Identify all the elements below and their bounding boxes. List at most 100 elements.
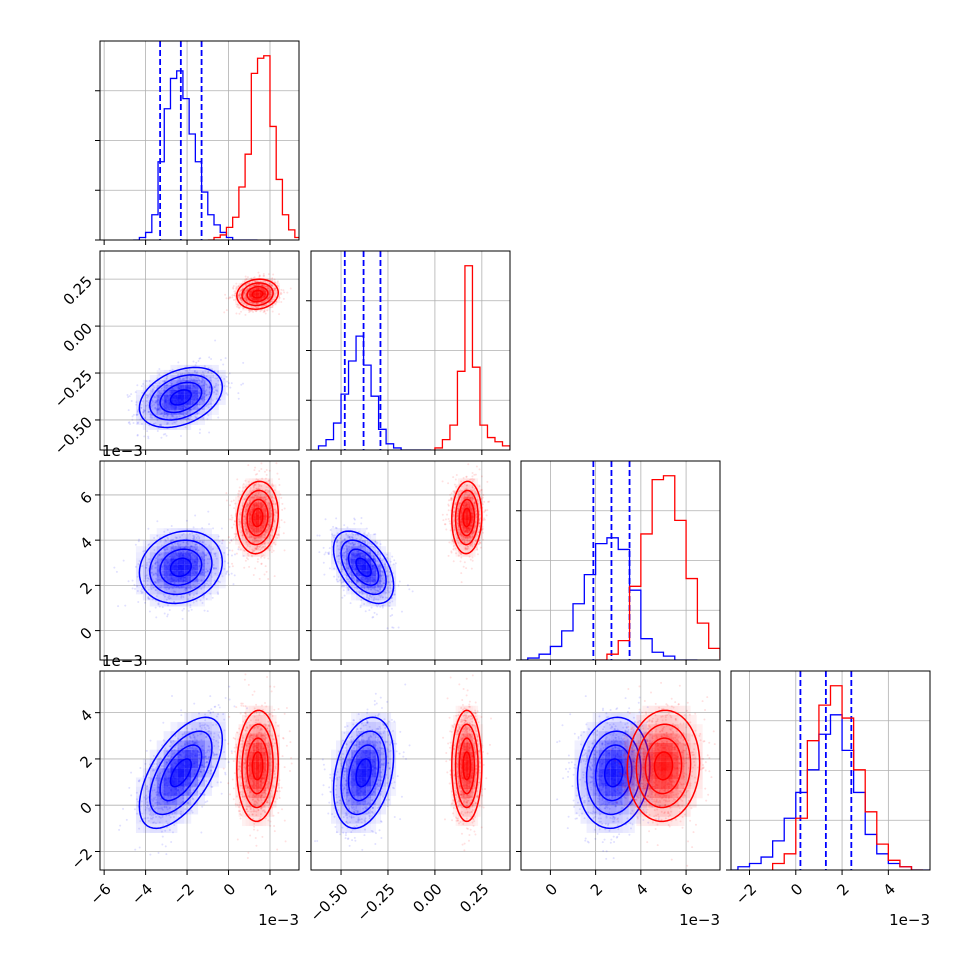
- x-tick-label: 6: [677, 880, 696, 899]
- joint-panel-1-0: −0.50−0.25 0.00 0.25: [51, 250, 300, 458]
- contour-blue-posterior: [159, 548, 203, 587]
- contour-blue-posterior: [159, 381, 203, 414]
- histogram-blue-posterior: [133, 70, 258, 240]
- x-tick-label: −0.25: [353, 880, 398, 925]
- contour-blue-posterior: [576, 716, 651, 830]
- contour-red-posterior: [251, 507, 264, 528]
- marginal-panel-0: [95, 40, 300, 245]
- y-offset-label: 1e−3: [102, 652, 143, 670]
- contour-red-posterior: [458, 737, 476, 795]
- y-tick-label: 0.00: [60, 319, 96, 355]
- histogram-red-posterior: [207, 55, 299, 240]
- joint-panel-3-2: 0 2 4 6 1e−3: [516, 670, 721, 929]
- panel-frame: [310, 460, 511, 661]
- panel-frame: [99, 670, 300, 871]
- marginal-panel-3: −2 0 2 4 1e−3: [726, 670, 931, 929]
- density-blue-posterior: [135, 712, 226, 833]
- contour-blue-posterior: [169, 389, 192, 406]
- x-tick-label: 0: [787, 880, 806, 899]
- grid-lines: [100, 41, 299, 240]
- y-tick-label: −0.50: [51, 413, 96, 458]
- contour-red-posterior: [653, 751, 674, 781]
- contour-blue-posterior: [355, 758, 372, 788]
- contour-red-posterior: [241, 282, 274, 307]
- y-tick-label: 2: [77, 752, 96, 771]
- joint-panel-3-0: −6 −4 −2 0 2 1e−3 −2 0 2 4: [68, 670, 300, 929]
- contour-red-posterior: [644, 737, 683, 795]
- x-offset-label: 1e−3: [889, 911, 930, 929]
- x-offset-label: 1e−3: [258, 911, 299, 929]
- contour-red-posterior: [241, 723, 274, 809]
- panel-frame: [730, 670, 931, 871]
- y-offset-label: 1e−3: [102, 442, 143, 460]
- contour-blue-posterior: [138, 716, 224, 830]
- contour-blue-posterior: [148, 539, 213, 596]
- x-tick-label: −2: [169, 880, 197, 908]
- contour-blue-posterior: [159, 744, 203, 802]
- x-tick-label: −0.50: [307, 880, 352, 925]
- contour-blue-posterior: [347, 744, 380, 802]
- x-tick-label: −4: [128, 880, 156, 908]
- contour-red-posterior: [241, 489, 274, 546]
- contour-blue-posterior: [148, 374, 213, 421]
- y-tick-label: 0.25: [60, 272, 96, 308]
- y-tick-label: 4: [77, 706, 96, 725]
- contour-blue-posterior: [148, 730, 213, 816]
- contour-blue-posterior: [585, 730, 642, 816]
- x-tick-label: 0.25: [456, 880, 492, 916]
- y-tick-label: −2: [68, 845, 96, 873]
- x-tick-label: 2: [261, 880, 280, 899]
- x-tick-label: −6: [87, 880, 115, 908]
- contour-blue-posterior: [332, 530, 395, 605]
- contour-red-posterior: [458, 498, 476, 537]
- contour-red-posterior: [462, 507, 472, 528]
- x-tick-label: 0: [220, 880, 239, 899]
- grid-lines: [100, 671, 299, 870]
- contour-red-posterior: [236, 709, 280, 823]
- contour-red-posterior: [454, 489, 479, 546]
- contour-red-posterior: [246, 285, 269, 303]
- contour-blue-posterior: [603, 758, 624, 788]
- x-tick-label: 0.00: [409, 880, 445, 916]
- contour-red-posterior: [454, 723, 479, 809]
- histogram-red-posterior: [595, 475, 720, 660]
- panel-frame: [99, 40, 300, 241]
- y-tick-label: 6: [77, 488, 96, 507]
- contour-red-posterior: [251, 289, 264, 299]
- contour-red-posterior: [236, 278, 280, 310]
- contour-red-posterior: [451, 709, 483, 823]
- contour-blue-posterior: [138, 530, 224, 605]
- grid-lines: [100, 461, 299, 660]
- contour-red-posterior: [251, 751, 264, 781]
- contour-blue-posterior: [169, 758, 192, 788]
- y-tick-label: −0.25: [51, 366, 96, 411]
- contour-red-posterior: [236, 480, 280, 555]
- joint-panel-2-1: [306, 460, 511, 665]
- marginal-panel-2: [516, 460, 721, 665]
- y-tick-label: 2: [77, 579, 96, 598]
- x-offset-label: 1e−3: [679, 911, 720, 929]
- contour-red-posterior: [246, 737, 269, 795]
- contour-blue-posterior: [332, 716, 395, 830]
- x-tick-label: 4: [632, 880, 651, 899]
- y-tick-label: 0: [77, 798, 96, 817]
- contour-red-posterior: [246, 498, 269, 537]
- grid-lines: [521, 461, 720, 660]
- contour-red-posterior: [635, 723, 692, 809]
- contour-blue-posterior: [340, 539, 387, 596]
- contour-red-posterior: [462, 751, 472, 781]
- contour-blue-posterior: [355, 557, 372, 578]
- histogram-blue-posterior: [317, 335, 432, 450]
- contour-blue-posterior: [594, 744, 633, 802]
- panel-frame: [99, 460, 300, 661]
- y-tick-label: 0: [77, 624, 96, 643]
- contour-blue-posterior: [347, 548, 380, 587]
- x-tick-label: −2: [732, 880, 760, 908]
- contour-red-posterior: [451, 480, 483, 555]
- histogram-red-posterior: [772, 685, 924, 870]
- marginal-panel-1: [306, 250, 511, 455]
- x-tick-label: 4: [880, 880, 899, 899]
- grid-lines: [311, 461, 510, 660]
- panel-frame: [310, 670, 511, 871]
